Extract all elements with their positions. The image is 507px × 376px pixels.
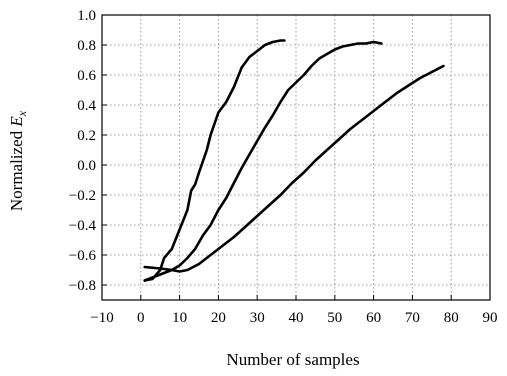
x-tick-label: 20 xyxy=(211,310,226,326)
x-tick-label: 90 xyxy=(483,310,498,326)
y-axis-label-subscript: x xyxy=(15,110,29,117)
x-tick-label: 60 xyxy=(366,310,381,326)
y-tick-label: 0.4 xyxy=(77,98,96,114)
y-tick-label: 1.0 xyxy=(77,8,96,24)
y-axis-tick-labels: −0.8 −0.6 −0.4 −0.2 0.0 0.2 0.4 0.6 0.8 1.0 xyxy=(69,8,97,294)
series-line-2 xyxy=(143,40,383,282)
series-line-3 xyxy=(143,64,445,273)
y-axis-label-variable: E xyxy=(7,116,26,128)
x-tick-label: 50 xyxy=(327,310,342,326)
x-tick-label: 80 xyxy=(444,310,459,326)
x-axis-tick-labels: −10 0 10 20 30 40 50 60 70 80 90 xyxy=(90,310,497,326)
x-tick-label: 70 xyxy=(405,310,420,326)
y-tick-label: −0.2 xyxy=(69,188,96,204)
x-tick-label: 0 xyxy=(137,310,145,326)
axis-ticks xyxy=(101,14,491,300)
y-tick-label: −0.6 xyxy=(69,248,97,264)
plot-frame xyxy=(101,14,491,301)
y-tick-label: 0.6 xyxy=(77,68,96,84)
x-tick-label: −10 xyxy=(90,310,113,326)
x-tick-label: 10 xyxy=(172,310,187,326)
y-tick-label: 0.0 xyxy=(77,158,96,174)
y-tick-label: −0.4 xyxy=(69,218,97,234)
x-axis-label: Number of samples xyxy=(226,350,359,369)
y-axis-label: Normalized Ex xyxy=(7,110,29,211)
x-tick-label: 40 xyxy=(289,310,304,326)
series-lines xyxy=(143,39,445,282)
y-tick-label: 0.8 xyxy=(77,38,96,54)
series-line-1 xyxy=(143,39,286,282)
y-axis-label-prefix: Normalized xyxy=(7,127,26,212)
x-tick-label: 30 xyxy=(250,310,265,326)
y-tick-label: 0.2 xyxy=(77,128,96,144)
grid-lines xyxy=(102,15,490,300)
y-tick-label: −0.8 xyxy=(69,278,96,294)
